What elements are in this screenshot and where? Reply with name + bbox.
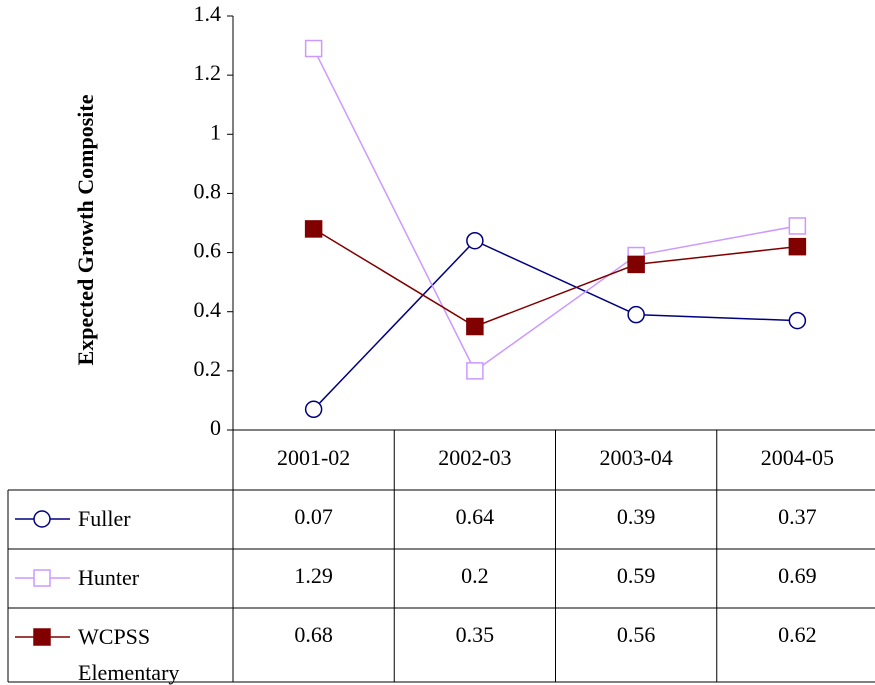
y-tick-label: 0.4	[194, 297, 222, 322]
table-value: 1.29	[294, 563, 333, 588]
table-value: 0.59	[617, 563, 656, 588]
point	[788, 311, 807, 330]
point	[627, 255, 645, 274]
table-value: 0.07	[294, 504, 333, 529]
table-value: 0.69	[778, 563, 817, 588]
legend-label-box: Hunter	[78, 565, 140, 590]
y-tick-label: 1	[210, 119, 221, 144]
point	[304, 400, 323, 419]
table-value: 0.62	[778, 622, 817, 647]
x-tick-label: 2001-02	[277, 445, 350, 470]
point	[788, 217, 807, 235]
table-value: 0.56	[617, 622, 656, 647]
series-line	[313, 239, 798, 410]
legend-label-box: Fuller	[78, 506, 131, 531]
legend-label: Hunter	[78, 565, 140, 590]
y-tick-label: 1.4	[194, 1, 222, 26]
table-value: 0.2	[461, 563, 489, 588]
point	[466, 231, 484, 250]
point	[304, 39, 323, 58]
point	[788, 237, 807, 256]
legend-label-box: WCPSS Elementary	[78, 624, 180, 685]
series-line	[313, 228, 798, 328]
table-value: 0.35	[456, 622, 495, 647]
point	[627, 305, 645, 324]
series-line	[312, 48, 798, 372]
legend-label: Fuller	[78, 506, 131, 531]
table-value: 0.68	[294, 622, 333, 647]
legend-marker	[33, 628, 51, 646]
legend-marker	[33, 569, 51, 587]
y-tick-label: 0.2	[194, 356, 222, 381]
y-tick-label: 0	[210, 415, 221, 440]
y-tick-label: 0.6	[194, 238, 222, 263]
x-tick-label: 2003-04	[599, 445, 672, 470]
point	[466, 362, 484, 380]
legend-marker	[33, 510, 51, 528]
y-axis-label: Expected Growth Composite	[73, 94, 98, 365]
table-value: 0.39	[617, 504, 656, 529]
table-value: 0.37	[778, 504, 817, 529]
table-value: 0.64	[456, 504, 495, 529]
point	[304, 220, 323, 238]
legend-label: WCPSS Elementary	[78, 624, 180, 685]
y-tick-label: 0.8	[194, 178, 222, 203]
y-tick-label: 1.2	[194, 60, 222, 85]
x-tick-label: 2002-03	[438, 445, 511, 470]
x-tick-label: 2004-05	[761, 445, 834, 470]
point	[466, 317, 484, 336]
